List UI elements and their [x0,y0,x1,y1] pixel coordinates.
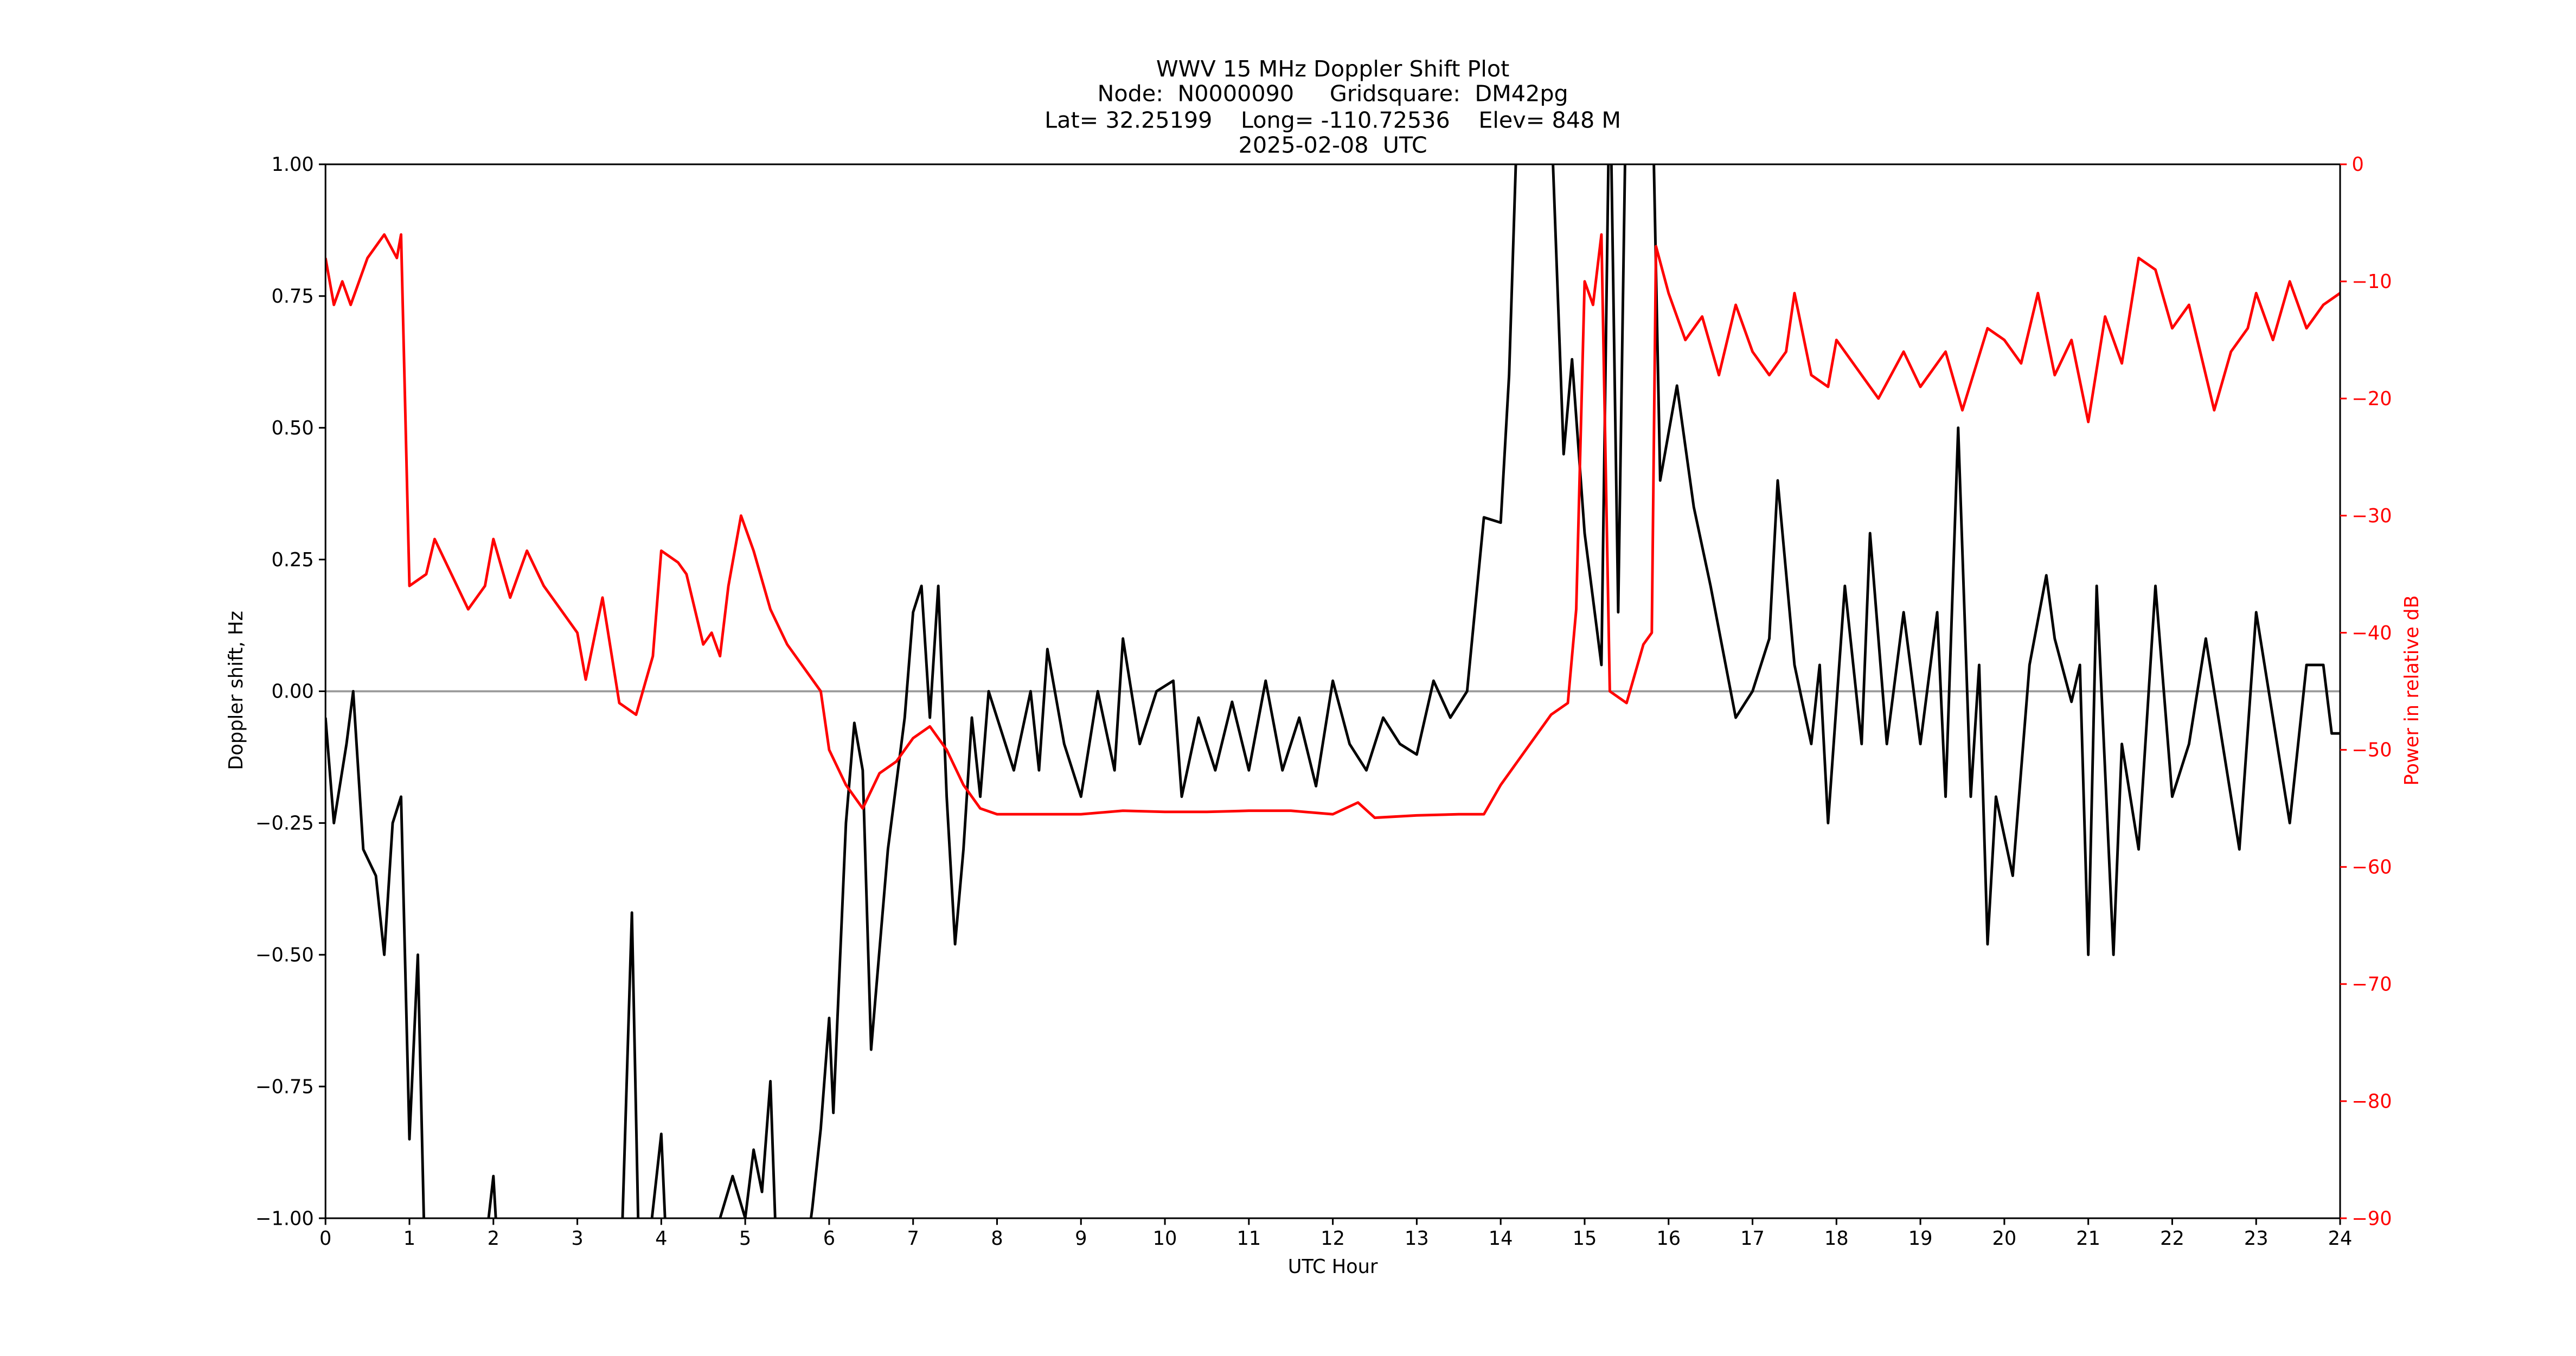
chart-title: Lat= 32.25199 Long= -110.72536 Elev= 848… [1045,107,1621,133]
x-tick-label: 5 [739,1227,751,1250]
y2-tick-label: −20 [2351,388,2392,410]
x-tick-label: 4 [655,1227,667,1250]
x-tick-label: 12 [1321,1227,1345,1250]
y2-tick-label: −70 [2351,973,2392,995]
x-tick-label: 15 [1573,1227,1597,1250]
x-tick-label: 17 [1740,1227,1765,1250]
chart-title: WWV 15 MHz Doppler Shift Plot [1156,56,1510,82]
x-tick-label: 0 [319,1227,331,1250]
y2-tick-label: −30 [2351,505,2392,527]
x-tick-label: 20 [1992,1227,2017,1250]
x-tick-label: 16 [1656,1227,1681,1250]
plot-area [325,164,2341,1219]
y-tick-label: 0.50 [271,417,313,439]
x-tick-label: 8 [991,1227,1003,1250]
x-tick-label: 21 [2076,1227,2100,1250]
data-line [325,233,2341,820]
y2-tick-label: −90 [2351,1207,2392,1230]
y2-tick-label: −60 [2351,856,2392,879]
y2-tick-label: −10 [2351,271,2392,293]
x-tick-label: 3 [571,1227,583,1250]
y2-axis-label: Power in relative dB [2401,595,2423,785]
y-tick-label: −1.00 [255,1207,314,1230]
x-tick-label: 24 [2328,1227,2353,1250]
y2-tick-label: −80 [2351,1090,2392,1112]
data-line [325,164,2341,1219]
y2-tick-label: −40 [2351,622,2392,644]
x-tick-label: 13 [1405,1227,1429,1250]
y-tick-label: 0.25 [271,549,313,571]
y-tick-label: 0.00 [271,681,313,703]
chart-title: Node: N0000090 Gridsquare: DM42pg [1097,81,1568,107]
x-tick-label: 6 [823,1227,835,1250]
x-tick-label: 23 [2244,1227,2269,1250]
y-axis-label: Doppler shift, Hz [225,611,247,770]
y-tick-label: −0.75 [255,1076,314,1098]
y-tick-label: −0.25 [255,813,314,835]
chart-title: 2025-02-08 UTC [1239,132,1427,158]
x-tick-label: 10 [1153,1227,1177,1250]
x-tick-label: 22 [2160,1227,2184,1250]
x-tick-label: 7 [907,1227,919,1250]
x-axis-label: UTC Hour [1288,1256,1378,1278]
x-tick-label: 2 [488,1227,499,1250]
y2-tick-label: −50 [2351,739,2392,762]
y2-tick-label: 0 [2351,153,2363,176]
x-tick-label: 9 [1075,1227,1087,1250]
y-tick-label: 0.75 [271,285,313,308]
x-tick-label: 11 [1236,1227,1261,1250]
y-tick-label: −0.50 [255,944,314,966]
y-tick-label: 1.00 [271,153,313,176]
x-tick-label: 19 [1908,1227,1933,1250]
x-tick-label: 14 [1489,1227,1513,1250]
x-tick-label: 18 [1824,1227,1849,1250]
x-tick-label: 1 [403,1227,415,1250]
